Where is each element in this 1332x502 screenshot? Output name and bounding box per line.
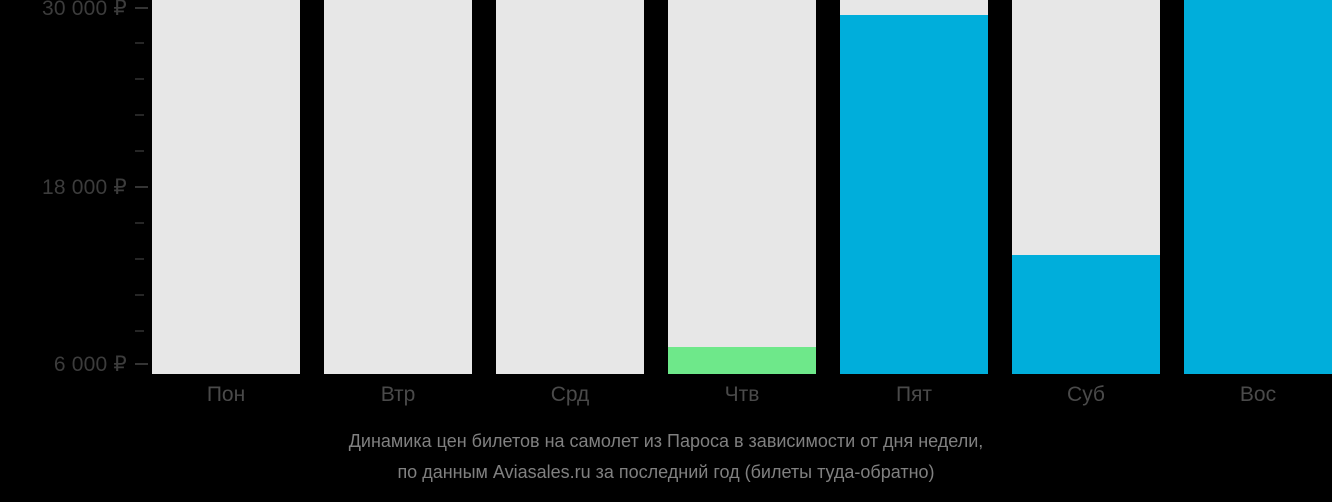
y-axis-tick-mark xyxy=(135,330,144,332)
y-axis-tick-mark xyxy=(135,222,144,224)
y-axis-tick-label: 18 000 ₽ xyxy=(41,175,127,199)
y-axis-tick-label: 6 000 ₽ xyxy=(53,352,127,376)
y-axis-tick-mark xyxy=(135,42,144,44)
bar-track xyxy=(668,0,816,374)
x-axis-label-tuesday: Втр xyxy=(380,383,416,406)
x-axis-label-monday: Пон xyxy=(206,383,246,406)
y-axis-tick-mark xyxy=(135,7,148,9)
plot-area: 30 000 ₽ 18 000 ₽ xyxy=(0,0,1332,376)
chart-caption-line-2: по данным Aviasales.ru за последний год … xyxy=(397,462,935,482)
bar-track xyxy=(324,0,472,374)
bar-tuesday[interactable] xyxy=(324,0,472,374)
chart-caption: Динамика цен билетов на самолет из Парос… xyxy=(0,426,1332,488)
y-axis: 30 000 ₽ 18 000 ₽ xyxy=(0,0,152,376)
bar-fill-cheapest xyxy=(668,347,816,374)
bar-saturday[interactable] xyxy=(1012,0,1160,374)
x-axis-label-friday: Пят xyxy=(895,383,933,406)
bar-thursday[interactable] xyxy=(668,0,816,374)
x-axis: Пон Втр Срд Чтв Пят Суб Вос xyxy=(0,374,1332,422)
x-axis-label-thursday: Чтв xyxy=(724,383,760,406)
y-axis-tick-mark xyxy=(135,363,148,365)
bar-fill-price xyxy=(1012,255,1160,374)
y-axis-tick-mark xyxy=(135,78,144,80)
bar-track xyxy=(496,0,644,374)
x-axis-label-wednesday: Срд xyxy=(550,383,590,406)
y-axis-tick-mark xyxy=(135,150,144,152)
bars-layer xyxy=(152,0,1332,374)
x-axis-label-sunday: Вос xyxy=(1239,383,1277,406)
chart-caption-line-1: Динамика цен билетов на самолет из Парос… xyxy=(348,431,984,451)
x-axis-label-saturday: Суб xyxy=(1067,383,1105,406)
bar-fill-price xyxy=(840,15,988,374)
bar-sunday[interactable] xyxy=(1184,0,1332,374)
y-axis-tick-mark xyxy=(135,294,144,296)
bar-friday[interactable] xyxy=(840,0,988,374)
y-axis-tick-mark xyxy=(135,186,148,188)
bar-track xyxy=(152,0,300,374)
bar-monday[interactable] xyxy=(152,0,300,374)
bar-wednesday[interactable] xyxy=(496,0,644,374)
bar-fill-price xyxy=(1184,0,1332,374)
y-axis-tick-mark xyxy=(135,258,144,260)
y-axis-tick-label: 30 000 ₽ xyxy=(41,0,127,20)
y-axis-tick-mark xyxy=(135,114,144,116)
